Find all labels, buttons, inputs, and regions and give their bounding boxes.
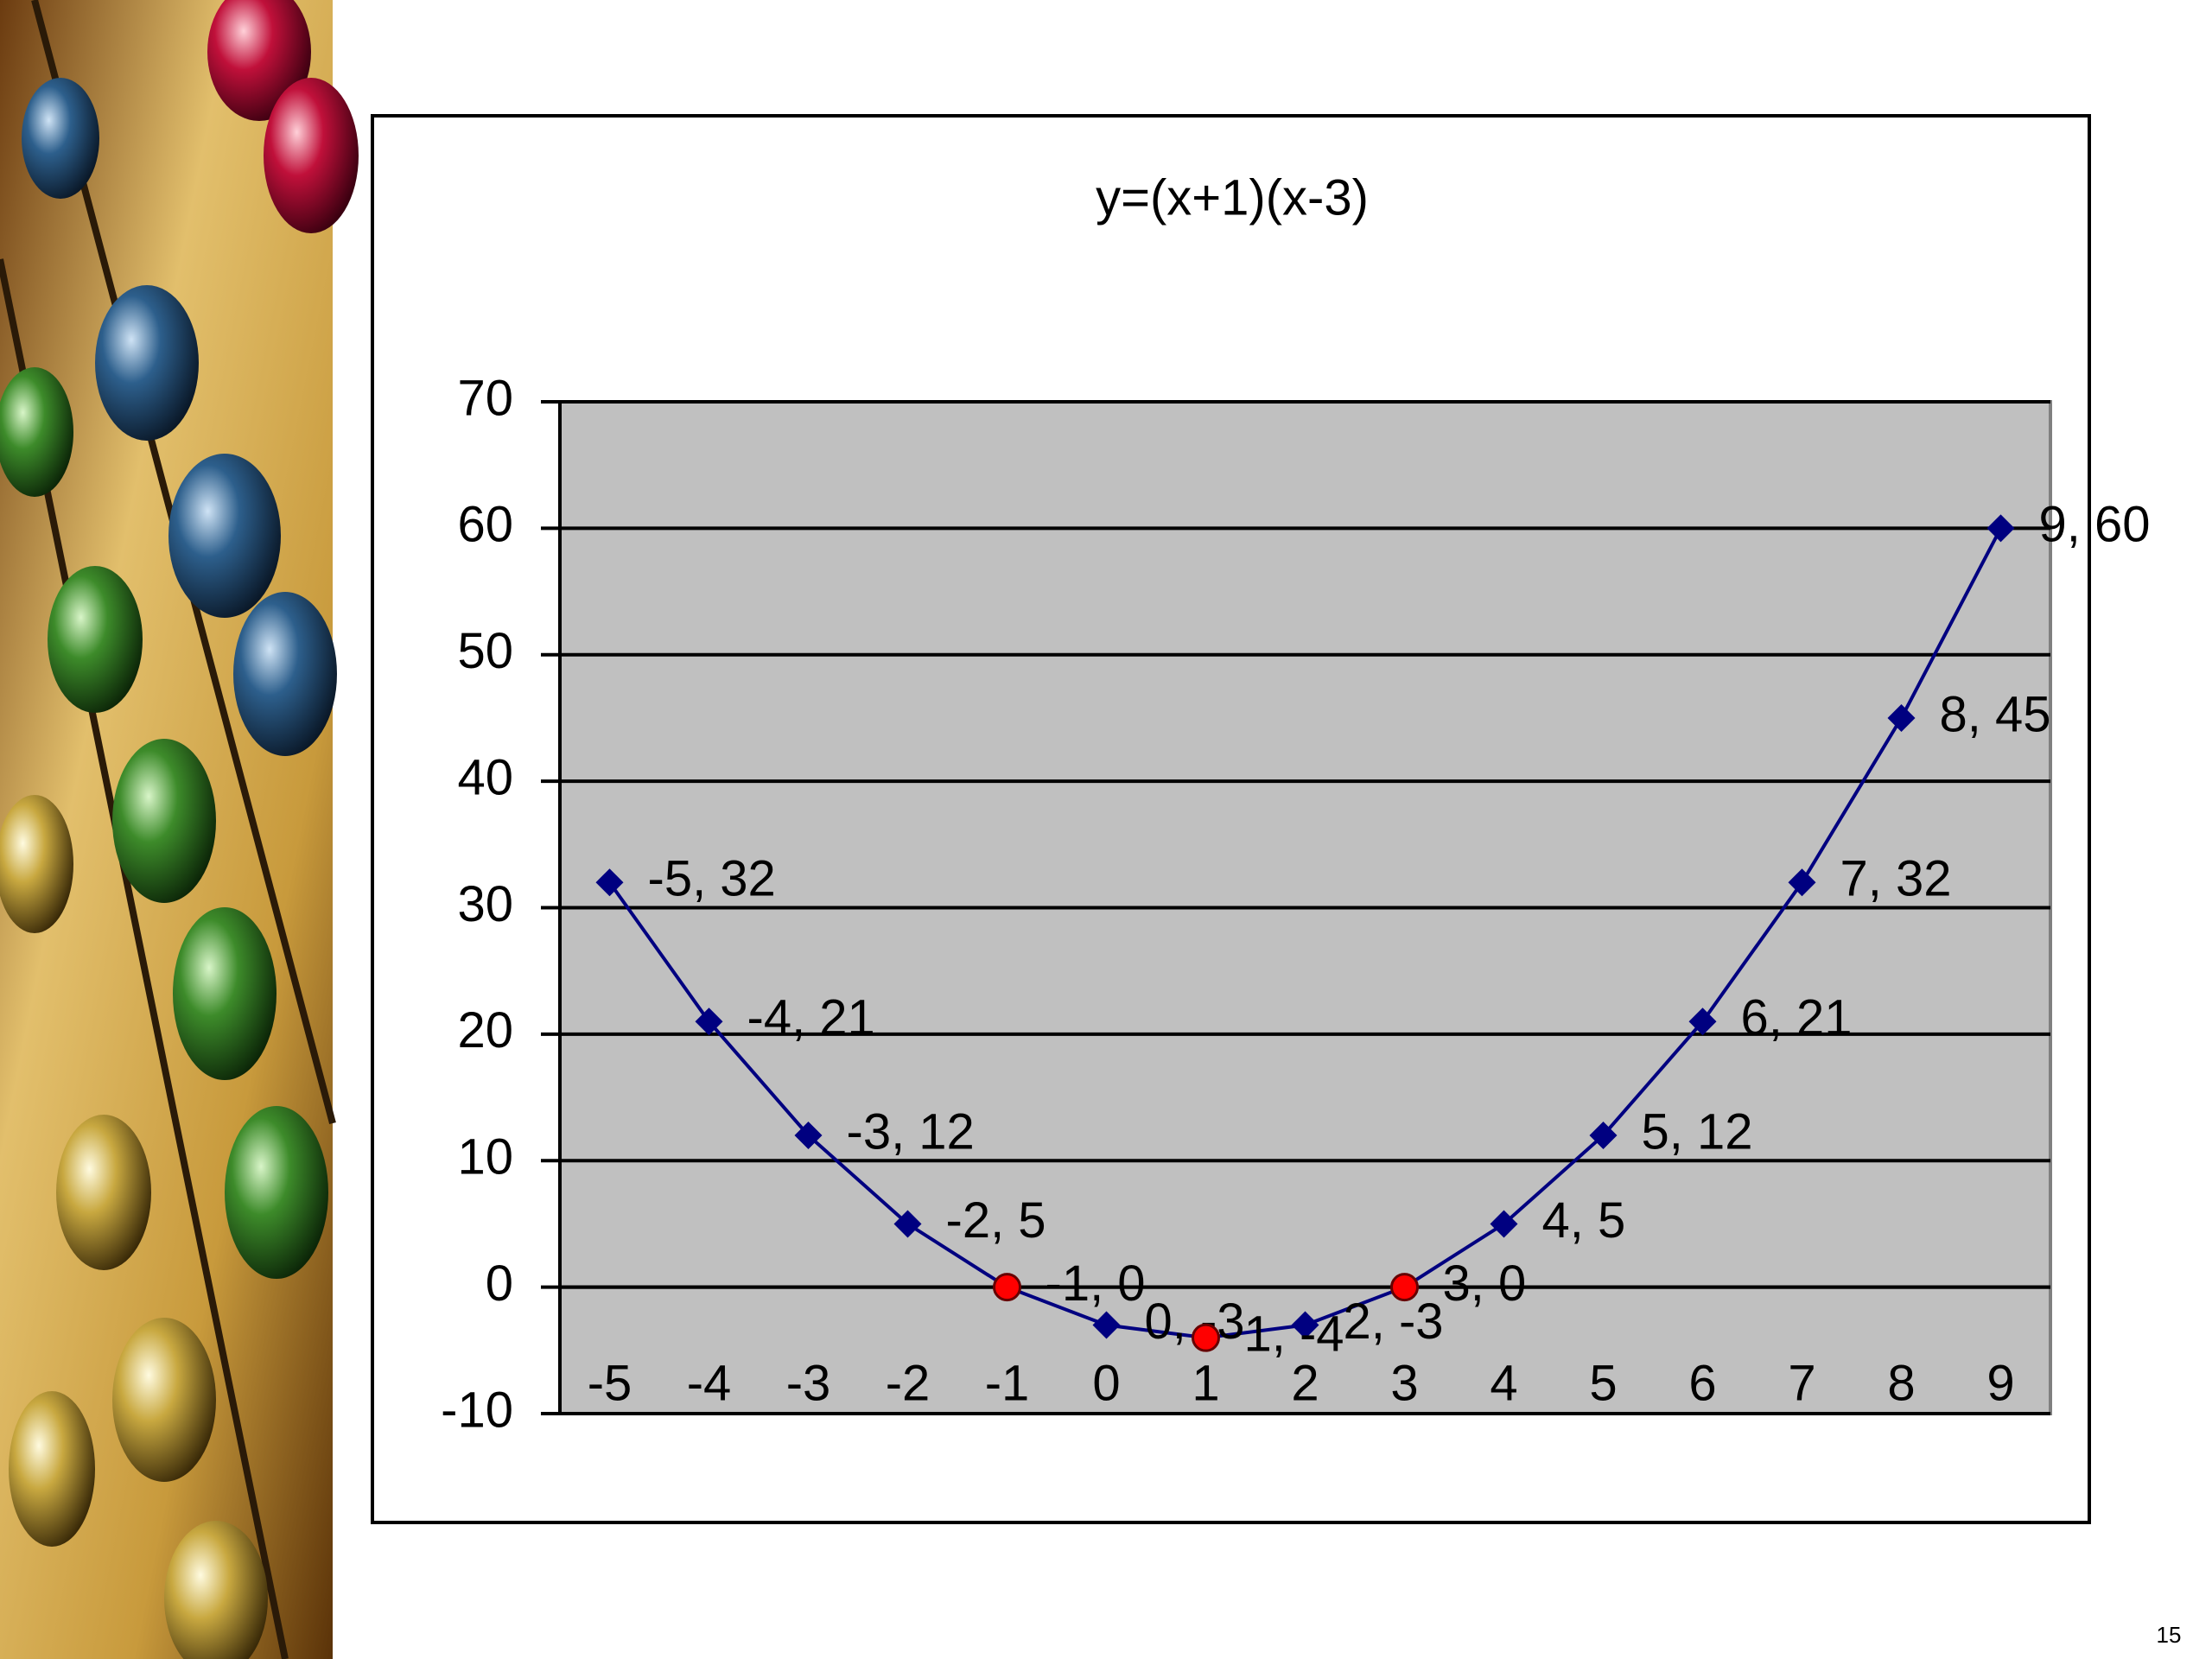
point-marker <box>1589 1121 1618 1149</box>
point-marker <box>1688 1007 1717 1036</box>
chart-title: y=(x+1)(x-3) <box>1096 169 1369 226</box>
point-marker <box>695 1007 723 1036</box>
x-tick-label: -1 <box>985 1355 1030 1411</box>
highlight-point <box>993 1273 1021 1302</box>
y-tick-label: 30 <box>457 876 513 932</box>
y-tick-label: 20 <box>457 1002 513 1058</box>
x-tick-label: 6 <box>1688 1355 1716 1411</box>
y-tick-label: 0 <box>486 1255 513 1312</box>
x-tick-label: 1 <box>1192 1355 1219 1411</box>
point-marker <box>1291 1311 1319 1339</box>
y-tick-label: 60 <box>457 497 513 553</box>
point-marker <box>1986 514 2015 543</box>
x-tick-label: 0 <box>1092 1355 1120 1411</box>
data-label: 5, 12 <box>1642 1103 1753 1160</box>
point-marker <box>1887 703 1916 732</box>
abacus-photo <box>0 0 359 1659</box>
x-tick-label: -5 <box>588 1355 632 1411</box>
point-marker <box>794 1121 823 1149</box>
point-marker <box>893 1210 922 1238</box>
x-tick-label: -2 <box>886 1355 931 1411</box>
x-tick-label: 9 <box>1986 1355 2014 1411</box>
point-marker <box>595 868 624 897</box>
point-marker <box>1092 1311 1121 1339</box>
x-tick-label: -4 <box>687 1355 732 1411</box>
x-tick-label: 2 <box>1291 1355 1319 1411</box>
data-label: 4, 5 <box>1542 1192 1626 1249</box>
y-tick-label: 70 <box>457 370 513 426</box>
x-tick-label: 3 <box>1390 1355 1418 1411</box>
data-label: 9, 60 <box>2039 497 2151 553</box>
x-tick-label: 8 <box>1887 1355 1915 1411</box>
x-tick-label: 5 <box>1589 1355 1617 1411</box>
data-label: 7, 32 <box>1840 851 1952 907</box>
point-marker <box>1788 868 1816 897</box>
x-tick-label: 7 <box>1788 1355 1815 1411</box>
highlight-point <box>1390 1273 1419 1302</box>
highlight-point <box>1192 1323 1220 1352</box>
data-label: 2, -3 <box>1344 1294 1444 1350</box>
x-tick-label: -3 <box>786 1355 831 1411</box>
data-label: 1, -4 <box>1244 1306 1344 1363</box>
data-label: -4, 21 <box>747 990 875 1046</box>
y-tick-label: -10 <box>441 1382 513 1438</box>
y-tick-label: 50 <box>457 623 513 679</box>
data-label: 3, 0 <box>1443 1255 1527 1312</box>
page-number: 15 <box>2157 1622 2182 1648</box>
y-tick-label: 40 <box>457 749 513 805</box>
data-label: -3, 12 <box>847 1103 975 1160</box>
data-label: 8, 45 <box>1940 686 2051 742</box>
point-marker <box>1490 1210 1518 1238</box>
data-label: -2, 5 <box>946 1192 1046 1249</box>
x-tick-label: 4 <box>1490 1355 1517 1411</box>
data-label: -1, 0 <box>1046 1255 1146 1312</box>
data-label: -5, 32 <box>648 851 776 907</box>
data-label: 6, 21 <box>1741 990 1853 1046</box>
y-tick-label: 10 <box>457 1129 513 1185</box>
